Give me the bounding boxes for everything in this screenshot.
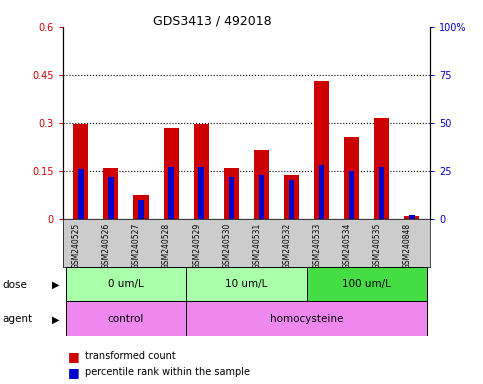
Text: GSM240530: GSM240530 [222, 223, 231, 269]
Text: 100 um/L: 100 um/L [342, 279, 391, 289]
Text: GSM240525: GSM240525 [72, 223, 81, 269]
Bar [228, 177, 234, 219]
Bar [289, 180, 294, 219]
Bar [307, 267, 427, 301]
Bar [314, 81, 329, 219]
Text: agent: agent [2, 314, 32, 324]
Text: ▶: ▶ [52, 314, 59, 324]
Bar [379, 167, 384, 219]
Bar [349, 171, 355, 219]
Bar [103, 168, 118, 219]
Text: 10 um/L: 10 um/L [225, 279, 268, 289]
Text: dose: dose [2, 280, 28, 290]
Text: GDS3413 / 492018: GDS3413 / 492018 [153, 15, 272, 28]
Bar [194, 124, 209, 219]
Bar [78, 169, 84, 219]
Text: GSM240531: GSM240531 [253, 223, 261, 269]
Text: homocysteine: homocysteine [270, 314, 343, 324]
Text: GSM240848: GSM240848 [403, 223, 412, 269]
Bar [224, 168, 239, 219]
Text: GSM240527: GSM240527 [132, 223, 141, 269]
Bar [409, 215, 414, 219]
Text: GSM240535: GSM240535 [373, 223, 382, 269]
Text: GSM240534: GSM240534 [342, 223, 352, 269]
Text: 0 um/L: 0 um/L [108, 279, 144, 289]
Bar [374, 118, 389, 219]
Bar [66, 301, 186, 336]
Bar [133, 195, 149, 219]
Text: percentile rank within the sample: percentile rank within the sample [85, 367, 250, 377]
Bar [199, 167, 204, 219]
Bar [164, 127, 179, 219]
Text: GSM240529: GSM240529 [192, 223, 201, 269]
Bar [284, 175, 299, 219]
Bar [344, 137, 359, 219]
Bar [319, 165, 324, 219]
Text: ▶: ▶ [52, 280, 59, 290]
Bar [254, 150, 269, 219]
Bar [138, 200, 144, 219]
Text: control: control [108, 314, 144, 324]
Text: GSM240533: GSM240533 [313, 223, 322, 269]
Bar [108, 177, 114, 219]
Bar [66, 267, 186, 301]
Text: GSM240532: GSM240532 [283, 223, 291, 269]
Text: ■: ■ [68, 366, 79, 379]
Bar [259, 175, 264, 219]
Bar [169, 167, 174, 219]
Bar [73, 124, 88, 219]
Text: GSM240528: GSM240528 [162, 223, 171, 269]
Text: GSM240526: GSM240526 [102, 223, 111, 269]
Bar [186, 301, 427, 336]
Bar [404, 216, 419, 219]
Text: ■: ■ [68, 350, 79, 363]
Text: transformed count: transformed count [85, 351, 175, 361]
Bar [186, 267, 307, 301]
